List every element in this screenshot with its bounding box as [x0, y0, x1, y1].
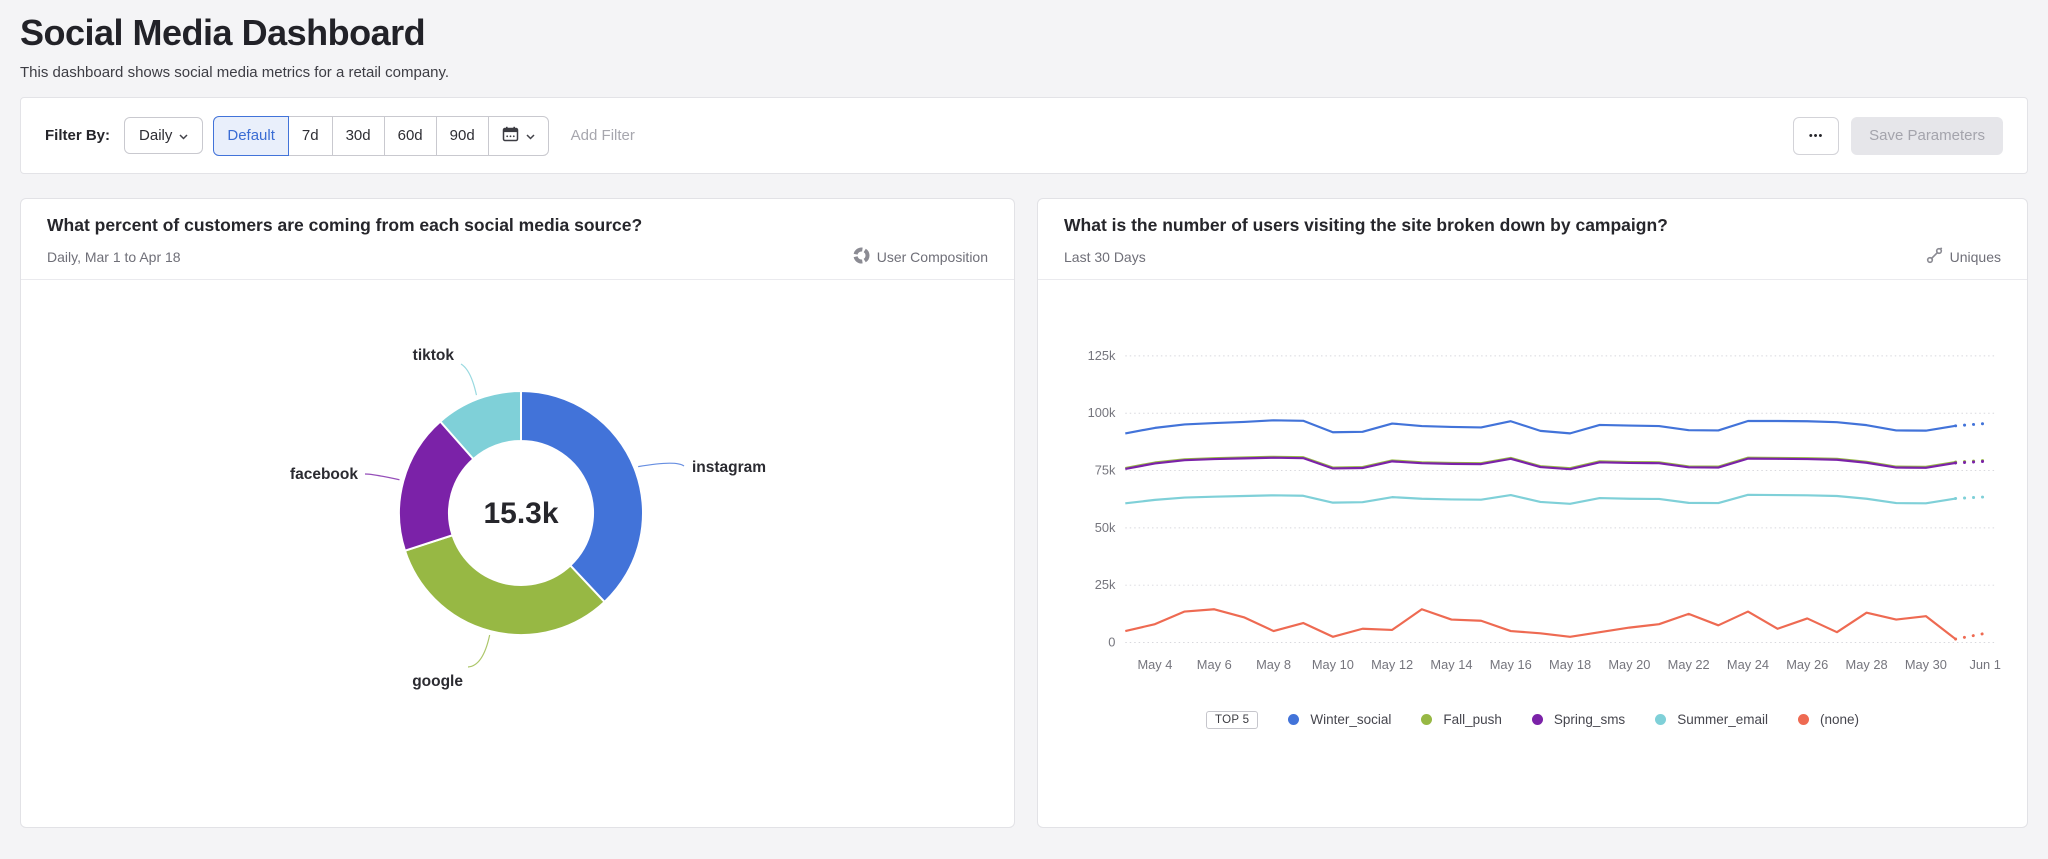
donut-slice-label: tiktok: [413, 347, 455, 364]
calendar-icon: [502, 126, 519, 146]
chevron-down-icon: [526, 127, 535, 144]
legend-item-Spring_sms[interactable]: Spring_sms: [1531, 712, 1626, 728]
legend-dot: [1655, 714, 1667, 726]
line-series-tail-Spring_sms: [1954, 459, 1987, 465]
donut-slice-label: google: [412, 673, 463, 690]
cards-row: What percent of customers are coming fro…: [20, 198, 2028, 828]
line-series-tail-Winter_social: [1954, 422, 1987, 428]
line-series-tail-Fall_push: [1954, 458, 1987, 464]
x-axis-tick: May 4: [1137, 657, 1172, 672]
x-axis-tick: Jun 1: [1969, 657, 2000, 672]
line-card-title: What is the number of users visiting the…: [1064, 215, 1668, 235]
range-option-7d[interactable]: 7d: [287, 115, 333, 156]
donut-card: What percent of customers are coming fro…: [20, 198, 1015, 828]
x-axis-tick: May 6: [1197, 657, 1232, 672]
x-axis-tick: May 20: [1608, 657, 1650, 672]
range-option-90d[interactable]: 90d: [435, 115, 489, 156]
add-filter-button[interactable]: Add Filter: [570, 127, 635, 144]
x-axis-tick: May 28: [1846, 657, 1888, 672]
granularity-value: Daily: [139, 127, 173, 144]
line-series-tail-(none): [1954, 631, 1987, 641]
line-series-Spring_sms[interactable]: [1125, 456, 1956, 471]
donut-slice-instagram[interactable]: [520, 389, 644, 604]
x-axis-tick: May 14: [1430, 657, 1472, 672]
legend-label: Spring_sms: [1553, 712, 1626, 728]
top5-badge: TOP 5: [1206, 710, 1259, 729]
line-chart[interactable]: 0 25k 50k 75k 100k 125k May 4 May 6 May 8 May 10 M…: [1064, 346, 2003, 697]
dashboard-page: Social Media Dashboard This dashboard sh…: [20, 12, 2028, 828]
legend-label: Winter_social: [1310, 712, 1392, 728]
y-axis-tick: 0: [1108, 634, 1115, 649]
donut-slice-google[interactable]: [403, 533, 606, 636]
x-axis-tick: May 22: [1668, 657, 1710, 672]
y-axis-tick: 25k: [1095, 577, 1116, 592]
donut-chart[interactable]: instagram google facebook tiktok 15.3k: [21, 288, 1016, 808]
line-card: What is the number of users visiting the…: [1037, 198, 2028, 828]
donut-card-header: What percent of customers are coming fro…: [21, 199, 1014, 280]
filter-by-label: Filter By:: [45, 127, 111, 144]
line-chart-area: 0 25k 50k 75k 100k 125k May 4 May 6 May 8 May 10 M…: [1038, 280, 2027, 729]
x-axis-tick: May 18: [1549, 657, 1591, 672]
y-axis-tick: 125k: [1088, 348, 1116, 363]
line-card-header: What is the number of users visiting the…: [1038, 199, 2027, 280]
x-axis-tick: May 30: [1905, 657, 1947, 672]
line-series-Winter_social[interactable]: [1125, 419, 1956, 435]
x-axis-tick: May 26: [1786, 657, 1828, 672]
legend-item-(none)[interactable]: (none): [1797, 712, 1859, 728]
legend-dot: [1531, 714, 1543, 726]
range-option-60d[interactable]: 60d: [383, 115, 437, 156]
donut-leader-line: [364, 473, 400, 481]
donut-card-subtitle: Daily, Mar 1 to Apr 18: [47, 249, 181, 265]
x-axis-tick: May 8: [1256, 657, 1291, 672]
donut-leader-line: [467, 634, 491, 668]
range-option-default[interactable]: Default: [213, 115, 289, 156]
donut-total-value: 15.3k: [483, 497, 558, 530]
line-series-tail-Summer_email: [1954, 495, 1987, 500]
x-axis-tick: May 10: [1312, 657, 1354, 672]
donut-card-body: instagram google facebook tiktok 15.3k: [21, 280, 1014, 827]
line-series-(none)[interactable]: [1125, 608, 1957, 640]
more-options-button[interactable]: •••: [1793, 116, 1840, 155]
line-card-subtitle: Last 30 Days: [1064, 249, 1146, 265]
date-range-segmented-control: Default 7d 30d 60d 90d: [213, 115, 549, 156]
legend-dot: [1288, 714, 1300, 726]
filter-bar: Filter By: Daily Default 7d 30d 60d 90d: [20, 97, 2028, 174]
donut-leader-line: [638, 462, 685, 468]
legend-label: (none): [1819, 712, 1859, 728]
y-axis-tick: 100k: [1088, 405, 1116, 420]
legend-label: Fall_push: [1443, 712, 1502, 728]
legend-item-Winter_social[interactable]: Winter_social: [1288, 712, 1391, 727]
donut-chart-icon: [853, 247, 870, 267]
donut-slice-tiktok[interactable]: [438, 389, 522, 461]
chevron-down-icon: [179, 127, 188, 144]
granularity-dropdown[interactable]: Daily: [124, 117, 204, 154]
widget-type-label: User Composition: [853, 247, 988, 267]
x-axis-tick: May 16: [1490, 657, 1532, 672]
line-chart-legend: TOP 5 Winter_social Fall_push Spring_sms Su…: [1064, 710, 2001, 729]
y-axis-tick: 50k: [1095, 520, 1116, 535]
donut-slice-label: facebook: [290, 466, 358, 483]
legend-label: Summer_email: [1677, 712, 1768, 728]
save-parameters-button[interactable]: Save Parameters: [1851, 116, 2003, 155]
range-option-30d[interactable]: 30d: [331, 115, 385, 156]
legend-dot: [1421, 714, 1433, 726]
line-card-body: 0 25k 50k 75k 100k 125k May 4 May 6 May 8 May 10 M…: [1038, 280, 2027, 827]
x-axis-tick: May 24: [1727, 657, 1769, 672]
legend-dot: [1797, 714, 1809, 726]
page-subtitle: This dashboard shows social media metric…: [20, 64, 450, 81]
legend-item-Fall_push[interactable]: Fall_push: [1421, 712, 1502, 727]
legend-item-Summer_email[interactable]: Summer_email: [1655, 712, 1768, 727]
page-title: Social Media Dashboard: [20, 12, 426, 53]
custom-date-range-button[interactable]: [487, 115, 549, 156]
widget-type-label: Uniques: [1926, 247, 2001, 267]
uniques-metric-icon: [1926, 247, 1943, 267]
donut-slice-label: instagram: [692, 459, 766, 476]
donut-card-title: What percent of customers are coming fro…: [47, 215, 643, 235]
x-axis-tick: May 12: [1371, 657, 1413, 672]
y-axis-tick: 75k: [1095, 462, 1116, 477]
line-series-Summer_email[interactable]: [1125, 493, 1956, 505]
donut-leader-line: [460, 363, 478, 396]
